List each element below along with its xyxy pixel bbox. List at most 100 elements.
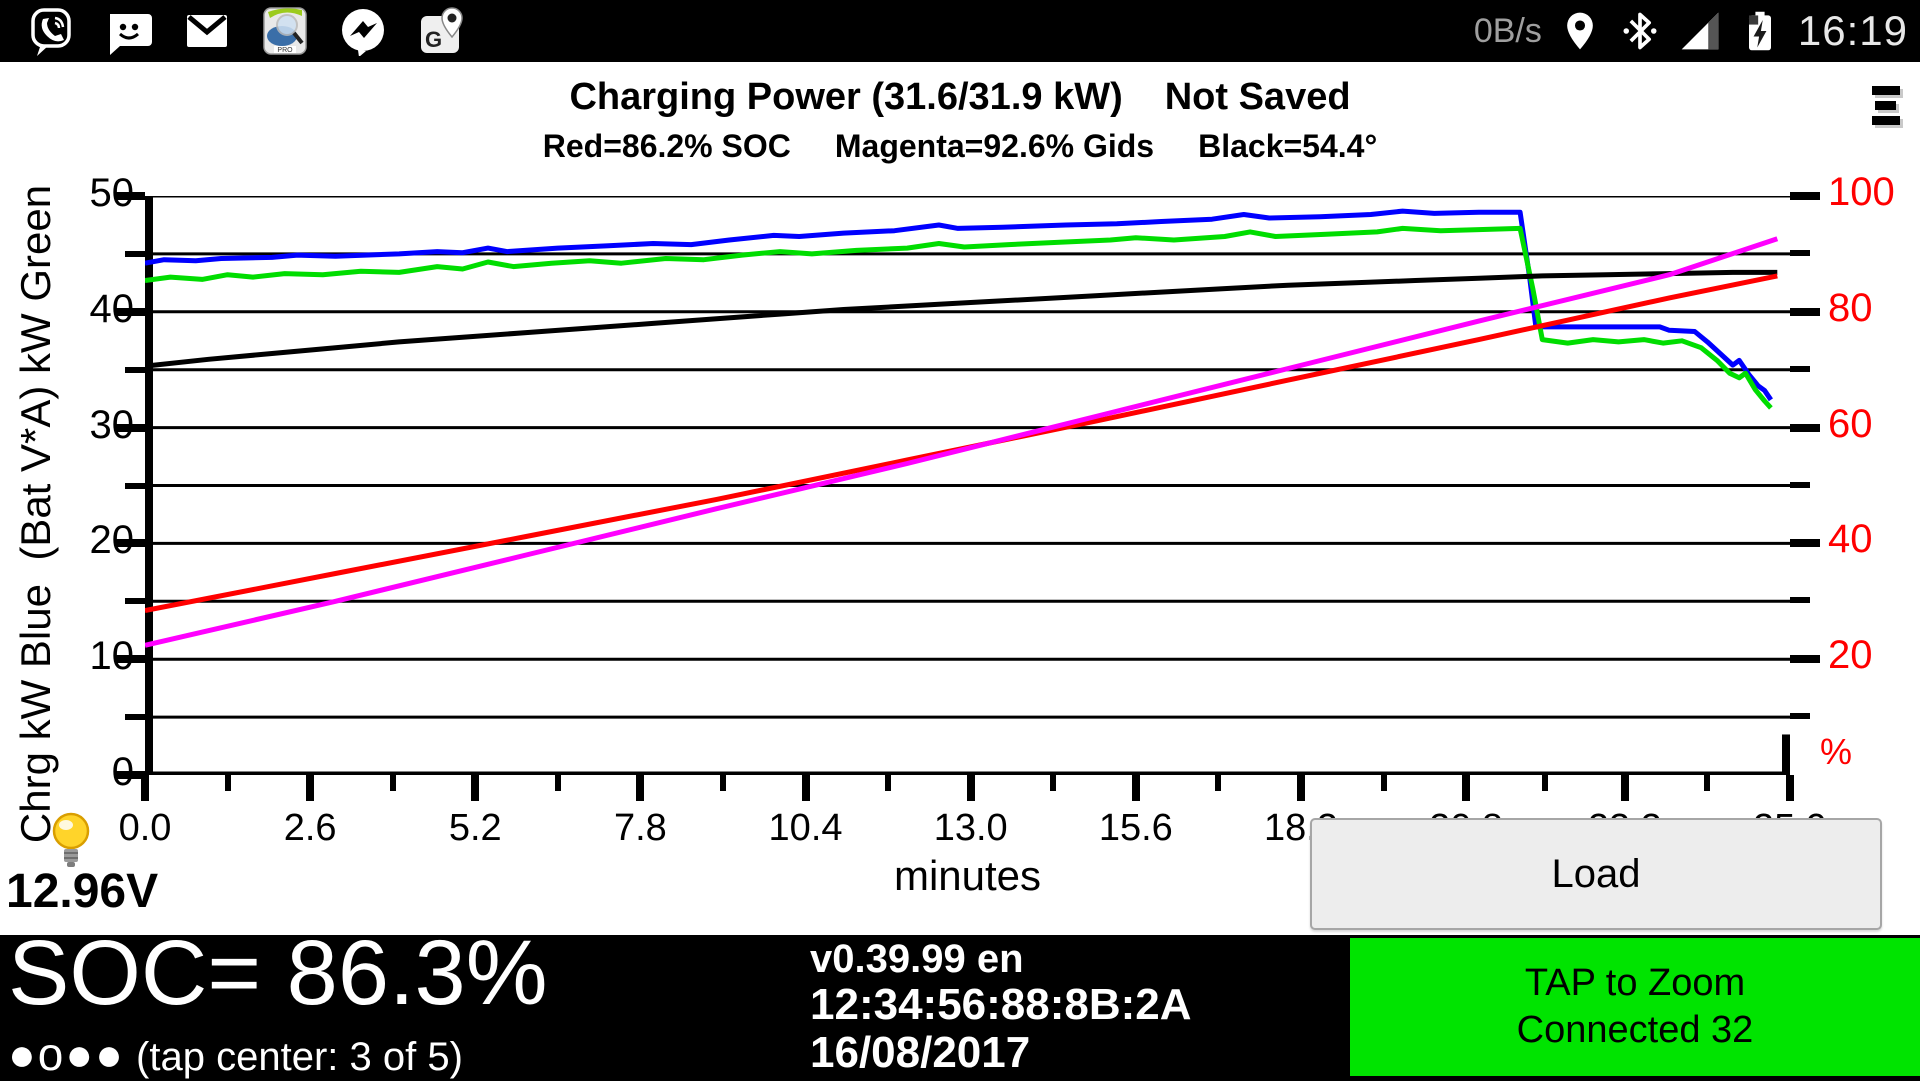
y-left-tick bbox=[115, 771, 145, 779]
app-info: v0.39.99 en 12:34:56:88:8B:2A 16/08/2017 bbox=[810, 937, 1192, 1078]
menu-icon[interactable] bbox=[1872, 86, 1906, 130]
x-minor-tick bbox=[554, 775, 561, 791]
leafspy-pro-icon: PRO bbox=[263, 7, 307, 55]
legend-soc: Red=86.2% SOC bbox=[542, 128, 791, 164]
save-status: Not Saved bbox=[1164, 76, 1351, 118]
x-major-tick bbox=[471, 775, 480, 801]
x-minor-tick bbox=[1380, 775, 1387, 791]
y-right-tick bbox=[1790, 365, 1810, 372]
clock: 16:19 bbox=[1797, 7, 1908, 54]
y-left-label: 20 bbox=[89, 518, 135, 563]
x-tick-label: 7.8 bbox=[613, 807, 667, 849]
sms-icon bbox=[110, 14, 152, 55]
x-major-tick bbox=[966, 775, 975, 801]
location-icon bbox=[1567, 12, 1593, 50]
y-right-label: 100 bbox=[1828, 170, 1895, 214]
y-left-tick bbox=[125, 598, 145, 605]
soc-display[interactable]: SOC= 86.3% bbox=[8, 921, 548, 1026]
y-right-tick bbox=[1790, 249, 1810, 256]
svg-text:PRO: PRO bbox=[277, 47, 293, 54]
y-left-tick bbox=[115, 307, 145, 316]
chart-plot[interactable] bbox=[145, 196, 1790, 775]
y-left-tick bbox=[125, 366, 145, 373]
x-major-tick bbox=[141, 775, 149, 801]
x-tick-label: 15.6 bbox=[1098, 807, 1173, 849]
x-tick-label: 13.0 bbox=[933, 807, 1008, 849]
y-left-label: 0 bbox=[111, 750, 134, 794]
viber-icon bbox=[31, 8, 71, 56]
app-version: v0.39.99 en bbox=[810, 937, 1024, 981]
y-left-label: 40 bbox=[89, 286, 135, 331]
chart-legend: Red=86.2% SOC Magenta=92.6% Gids Black=54.… bbox=[0, 128, 1920, 165]
x-minor-tick bbox=[1704, 775, 1711, 791]
legend-gids: Magenta=92.6% Gids bbox=[834, 128, 1155, 164]
y-right-label: 40 bbox=[1828, 517, 1873, 562]
chart-title: Charging Power (31.6/31.9 kW) Not Saved bbox=[0, 76, 1920, 119]
y-left-label: 30 bbox=[89, 402, 135, 447]
x-minor-tick bbox=[1542, 775, 1549, 791]
y-right-tick bbox=[1790, 481, 1810, 488]
notification-icons: PRO G bbox=[26, 6, 466, 56]
y-left-tick bbox=[125, 250, 145, 257]
network-speed: 0B/s bbox=[1473, 11, 1542, 50]
device-mac: 12:34:56:88:8B:2A bbox=[810, 980, 1192, 1029]
y-left-tick bbox=[115, 539, 145, 548]
y-left-tick bbox=[115, 423, 145, 432]
log-date: 16/08/2017 bbox=[810, 1028, 1031, 1078]
y-right-tick bbox=[1790, 597, 1810, 604]
app-window: Charging Power (31.6/31.9 kW) Not Saved R… bbox=[0, 62, 1920, 935]
x-minor-tick bbox=[719, 775, 726, 791]
accessory-voltage: 12.96V bbox=[6, 865, 159, 918]
status-bar: PRO G 0B/s bbox=[0, 0, 1920, 62]
x-minor-tick bbox=[885, 775, 892, 791]
tap-to-zoom-label: TAP to Zoom bbox=[1524, 961, 1746, 1004]
series-soc-percent bbox=[145, 273, 1778, 614]
x-minor-tick bbox=[389, 775, 396, 791]
y-right-label: 80 bbox=[1828, 285, 1873, 330]
load-button-label: Load bbox=[1551, 851, 1641, 896]
page-dots: ●o●● bbox=[8, 1028, 125, 1080]
x-minor-tick bbox=[1050, 775, 1057, 791]
series-charging-power-kw bbox=[145, 208, 1773, 402]
x-minor-tick bbox=[224, 775, 231, 791]
x-tick-label: 10.4 bbox=[768, 807, 843, 849]
y-right-unit: % bbox=[1820, 731, 1853, 772]
y-right-label: 20 bbox=[1828, 633, 1873, 678]
x-tick-label: 5.2 bbox=[448, 807, 502, 849]
y-left-tick bbox=[115, 192, 145, 200]
x-major-tick bbox=[1462, 775, 1471, 801]
load-button[interactable]: Load bbox=[1310, 818, 1882, 930]
connected-status: Connected 32 bbox=[1516, 1009, 1754, 1051]
y-left-tick bbox=[115, 655, 145, 664]
lightbulb-icon[interactable] bbox=[50, 812, 92, 874]
email-icon bbox=[187, 15, 227, 47]
y-right-tick bbox=[1790, 423, 1820, 432]
bluetooth-icon bbox=[1623, 12, 1657, 50]
maps-icon: G bbox=[421, 7, 463, 53]
y-left-tick bbox=[125, 482, 145, 489]
y-left-tick bbox=[125, 714, 145, 721]
soc-value: SOC= 86.3% bbox=[8, 922, 548, 1024]
chart-title-text: Charging Power (31.6/31.9 kW) bbox=[569, 76, 1123, 118]
page-hint: (tap center: 3 of 5) bbox=[124, 1035, 463, 1079]
x-tick-label: 0.0 bbox=[118, 807, 172, 849]
legend-temp: Black=54.4° bbox=[1198, 128, 1378, 164]
signal-icon bbox=[1681, 12, 1719, 50]
y-right-tick bbox=[1790, 307, 1820, 316]
y-right-tick bbox=[1790, 655, 1820, 664]
x-major-tick bbox=[306, 775, 315, 801]
page-indicator[interactable]: ●o●● (tap center: 3 of 5) bbox=[8, 1027, 463, 1081]
series-gids-percent bbox=[145, 236, 1779, 648]
y-right-tick bbox=[1790, 192, 1820, 200]
x-major-tick bbox=[801, 775, 810, 801]
y-right-tick bbox=[1790, 539, 1820, 548]
tap-to-zoom-button[interactable]: TAP to Zoom Connected 32 bbox=[1350, 938, 1920, 1076]
x-major-tick bbox=[1131, 775, 1140, 801]
bottom-bar: SOC= 86.3% ●o●● (tap center: 3 of 5) v0.… bbox=[0, 922, 1920, 1081]
x-axis-title: minutes bbox=[893, 852, 1042, 899]
x-tick-label: 2.6 bbox=[283, 807, 337, 849]
y-right-label: 60 bbox=[1828, 401, 1873, 446]
y-right-tick bbox=[1790, 713, 1810, 720]
battery-charging-icon bbox=[1748, 11, 1771, 51]
x-minor-tick bbox=[1215, 775, 1222, 791]
